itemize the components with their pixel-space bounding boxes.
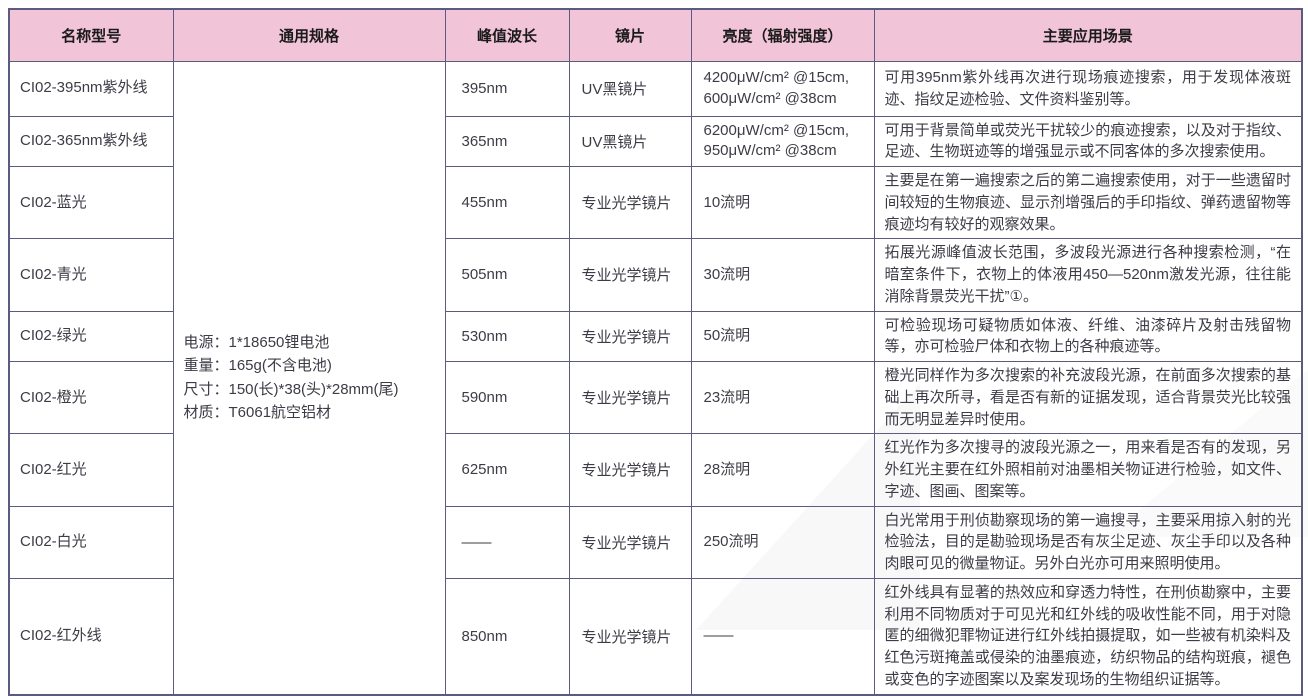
lens-cell: 专业光学镜片 [568, 165, 692, 240]
model-cell: CI02-青光 [8, 238, 174, 312]
brightness-cell: 23流明 [690, 360, 875, 435]
application-cell: 橙光同样作为多次搜索的补充波段光源，在前面多次搜索的基础上再次所寻，看是否有新的… [873, 360, 1303, 435]
application-cell: 主要是在第一遍搜索之后的第二遍搜索使用，对于一些遗留时间较短的生物痕迹、显示剂增… [873, 165, 1303, 240]
application-cell: 白光常用于刑侦勘察现场的第一遍搜寻，主要采用掠入射的光检验法，目的是勘验现场是否… [873, 505, 1303, 579]
lens-cell: 专业光学镜片 [568, 238, 692, 312]
model-cell: CI02-395nm紫外线 [8, 60, 174, 117]
table-row: CI02-红光 625nm 专业光学镜片 28流明 红光作为多次搜寻的波段光源之… [8, 433, 1303, 507]
model-cell: CI02-红外线 [8, 577, 174, 696]
application-cell: 红光作为多次搜寻的波段光源之一，用来看是否有的发现，另外红光主要在红外照相前对油… [873, 433, 1303, 507]
wavelength-cell: 590nm [444, 360, 570, 435]
wavelength-cell: 625nm [444, 433, 570, 507]
wavelength-cell: 365nm [444, 115, 570, 167]
model-cell: CI02-绿光 [8, 310, 174, 362]
table-row: CI02-绿光 530nm 专业光学镜片 50流明 可检验现场可疑物质如体液、纤… [8, 310, 1303, 362]
header-application: 主要应用场景 [873, 8, 1303, 62]
model-cell: CI02-橙光 [8, 360, 174, 435]
header-lens: 镜片 [568, 8, 692, 62]
header-general-specs: 通用规格 [172, 8, 446, 62]
lens-cell: 专业光学镜片 [568, 505, 692, 579]
brightness-cell: 28流明 [690, 433, 875, 507]
lens-cell: 专业光学镜片 [568, 577, 692, 696]
spec-table: 名称型号 通用规格 峰值波长 镜片 亮度（辐射强度） 主要应用场景 CI02-3… [8, 8, 1303, 696]
header-model: 名称型号 [8, 8, 174, 62]
wavelength-cell: 455nm [444, 165, 570, 240]
application-cell: 可用395nm紫外线再次进行现场痕迹搜索，用于发现体液斑迹、指纹足迹检验、文件资… [873, 60, 1303, 117]
lens-cell: UV黑镜片 [568, 115, 692, 167]
page: { "colors": { "header_bg": "#f1c4d7", "b… [8, 8, 1303, 696]
wavelength-cell: 505nm [444, 238, 570, 312]
wavelength-cell: 530nm [444, 310, 570, 362]
table-row: CI02-青光 505nm 专业光学镜片 30流明 拓展光源峰值波长范围，多波段… [8, 238, 1303, 312]
header-brightness: 亮度（辐射强度） [690, 8, 875, 62]
table-row: CI02-365nm紫外线 365nm UV黑镜片 6200μW/cm² @15… [8, 115, 1303, 167]
general-specs-cell: 电源：1*18650锂电池 重量：165g(不含电池) 尺寸：150(长)*38… [172, 60, 446, 695]
wavelength-cell: —— [444, 505, 570, 579]
brightness-cell: 250流明 [690, 505, 875, 579]
application-cell: 红外线具有显著的热效应和穿透力特性，在刑侦勘察中，主要利用不同物质对于可见光和红… [873, 577, 1303, 696]
table-row: CI02-橙光 590nm 专业光学镜片 23流明 橙光同样作为多次搜索的补充波… [8, 360, 1303, 435]
wavelength-cell: 850nm [444, 577, 570, 696]
brightness-cell: 4200μW/cm² @15cm, 600μW/cm² @38cm [690, 60, 875, 117]
model-cell: CI02-白光 [8, 505, 174, 579]
application-cell: 拓展光源峰值波长范围，多波段光源进行各种搜索检测，“在暗室条件下，衣物上的体液用… [873, 238, 1303, 312]
table-row: CI02-蓝光 455nm 专业光学镜片 10流明 主要是在第一遍搜索之后的第二… [8, 165, 1303, 240]
model-cell: CI02-365nm紫外线 [8, 115, 174, 167]
lens-cell: 专业光学镜片 [568, 360, 692, 435]
brightness-cell: 10流明 [690, 165, 875, 240]
model-cell: CI02-红光 [8, 433, 174, 507]
brightness-cell: 50流明 [690, 310, 875, 362]
table-header-row: 名称型号 通用规格 峰值波长 镜片 亮度（辐射强度） 主要应用场景 [8, 8, 1303, 62]
table-row: CI02-395nm紫外线 电源：1*18650锂电池 重量：165g(不含电池… [8, 60, 1303, 695]
brightness-cell: —— [690, 577, 875, 696]
brightness-cell: 6200μW/cm² @15cm, 950μW/cm² @38cm [690, 115, 875, 167]
lens-cell: UV黑镜片 [568, 60, 692, 117]
brightness-cell: 30流明 [690, 238, 875, 312]
header-wavelength: 峰值波长 [444, 8, 570, 62]
application-cell: 可用于背景简单或荧光干扰较少的痕迹搜索，以及对于指纹、足迹、生物斑迹等的增强显示… [873, 115, 1303, 167]
model-cell: CI02-蓝光 [8, 165, 174, 240]
wavelength-cell: 395nm [444, 60, 570, 117]
lens-cell: 专业光学镜片 [568, 310, 692, 362]
lens-cell: 专业光学镜片 [568, 433, 692, 507]
application-cell: 可检验现场可疑物质如体液、纤维、油漆碎片及射击残留物等，亦可检验尸体和衣物上的各… [873, 310, 1303, 362]
